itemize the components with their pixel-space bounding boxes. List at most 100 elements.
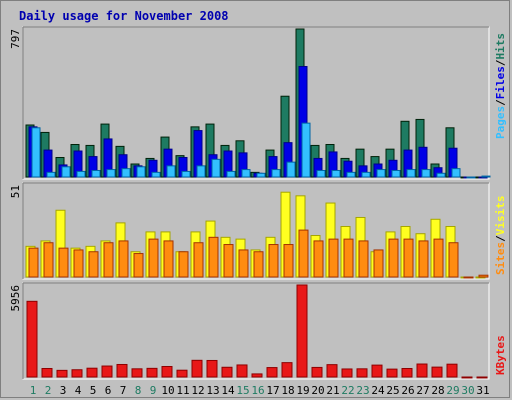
x-tick-day-12: 12 (191, 384, 204, 397)
bar-kbytes-day-31 (476, 376, 488, 379)
bar-pages-day-10 (166, 165, 176, 178)
x-tick-day-30: 30 (461, 384, 474, 397)
bar-pages-day-29 (451, 168, 461, 178)
bar-pages-day-7 (121, 168, 131, 178)
legend-sites-visits-part-1: / (494, 235, 507, 242)
x-tick-day-22: 22 (341, 384, 354, 397)
x-tick-day-7: 7 (120, 384, 127, 397)
bar-pages-day-2 (46, 171, 56, 178)
bar-pages-day-23 (361, 171, 371, 178)
bar-kbytes-day-3 (56, 369, 68, 378)
bar-sites-day-8 (133, 253, 144, 278)
legend-pages-files-hits-part-2: Files (494, 66, 507, 99)
bar-pages-day-27 (421, 169, 431, 178)
bar-kbytes-day-30 (461, 376, 473, 379)
bar-kbytes-day-1 (26, 300, 38, 378)
bar-sites-day-19 (298, 229, 309, 278)
bar-pages-day-30 (466, 176, 476, 179)
x-tick-day-15: 15 (236, 384, 249, 397)
bar-sites-day-28 (433, 238, 444, 278)
bar-sites-day-20 (313, 240, 324, 278)
bar-kbytes-day-21 (326, 364, 338, 378)
bar-kbytes-day-20 (311, 366, 323, 378)
x-tick-day-4: 4 (75, 384, 82, 397)
panel-3-ymax-label: 5956 (9, 285, 22, 312)
x-tick-day-23: 23 (356, 384, 369, 397)
bar-sites-day-4 (73, 249, 84, 278)
bar-kbytes-day-7 (116, 363, 128, 378)
legend-sites-visits: Sites/Visits (494, 196, 507, 276)
panel-1-ymax-label: 797 (9, 29, 22, 49)
bar-kbytes-day-13 (206, 359, 218, 378)
bar-pages-day-9 (151, 171, 161, 178)
bar-sites-day-27 (418, 240, 429, 278)
bar-kbytes-day-8 (131, 368, 143, 378)
legend-sites-visits-part-0: Sites (494, 242, 507, 275)
legend-pages-files-hits: Pages/Files/Hits (494, 33, 507, 139)
bar-sites-day-3 (58, 247, 69, 278)
bar-sites-day-2 (43, 242, 54, 278)
bar-pages-day-24 (376, 169, 386, 178)
bar-pages-day-17 (271, 169, 281, 178)
bar-pages-day-3 (61, 166, 71, 178)
bar-pages-day-15 (241, 169, 251, 178)
x-tick-day-29: 29 (446, 384, 459, 397)
x-tick-day-24: 24 (371, 384, 385, 397)
bar-kbytes-day-24 (371, 364, 383, 378)
x-tick-day-16: 16 (251, 384, 264, 397)
bar-kbytes-day-15 (236, 364, 248, 378)
bar-pages-day-18 (286, 161, 296, 178)
bar-sites-day-29 (448, 242, 459, 278)
bar-sites-day-15 (238, 249, 249, 278)
bar-kbytes-day-10 (161, 365, 173, 378)
bar-sites-day-10 (163, 240, 174, 278)
bar-pages-day-1 (31, 127, 41, 178)
chart-title: Daily usage for November 2008 (19, 9, 229, 23)
bar-kbytes-day-23 (356, 368, 368, 378)
bar-pages-day-11 (181, 170, 191, 178)
bar-sites-day-11 (178, 251, 189, 278)
x-tick-day-19: 19 (296, 384, 309, 397)
legend-pages-files-hits-part-4: Hits (494, 33, 507, 60)
bar-sites-day-7 (118, 240, 129, 278)
bar-pages-day-26 (406, 169, 416, 178)
x-tick-day-14: 14 (221, 384, 235, 397)
bar-kbytes-day-9 (146, 367, 158, 378)
bar-pages-day-31 (481, 175, 491, 178)
bar-kbytes-day-12 (191, 359, 203, 378)
bar-pages-day-14 (226, 170, 236, 178)
x-tick-day-10: 10 (161, 384, 174, 397)
legend-pages-files-hits-part-1: / (494, 99, 507, 106)
bar-pages-day-6 (106, 169, 116, 178)
bar-kbytes-day-14 (221, 366, 233, 378)
legend-kbytes-part-0: KBytes (494, 335, 507, 375)
bar-pages-day-22 (346, 171, 356, 178)
legend-kbytes: KBytes (494, 335, 507, 375)
x-tick-day-5: 5 (90, 384, 97, 397)
x-tick-day-9: 9 (150, 384, 157, 397)
x-tick-day-6: 6 (105, 384, 112, 397)
legend-sites-visits-part-2: Visits (494, 196, 507, 236)
bar-kbytes-day-4 (71, 369, 83, 378)
bar-pages-day-8 (136, 166, 146, 178)
bar-sites-day-26 (403, 238, 414, 278)
bar-sites-day-6 (103, 242, 114, 278)
x-tick-day-18: 18 (281, 384, 294, 397)
x-tick-day-3: 3 (60, 384, 67, 397)
bar-kbytes-day-25 (386, 368, 398, 378)
bar-kbytes-day-28 (431, 366, 443, 378)
bar-kbytes-day-6 (101, 365, 113, 378)
bar-kbytes-day-29 (446, 363, 458, 378)
bar-kbytes-day-19 (296, 284, 308, 378)
bar-pages-day-13 (211, 158, 221, 178)
x-tick-day-2: 2 (45, 384, 52, 397)
x-tick-day-31: 31 (476, 384, 489, 397)
bar-kbytes-day-16 (251, 373, 263, 378)
bar-pages-day-25 (391, 170, 401, 178)
x-tick-day-26: 26 (401, 384, 414, 397)
bar-sites-day-17 (268, 244, 279, 278)
x-tick-day-20: 20 (311, 384, 324, 397)
bar-sites-day-18 (283, 244, 294, 278)
